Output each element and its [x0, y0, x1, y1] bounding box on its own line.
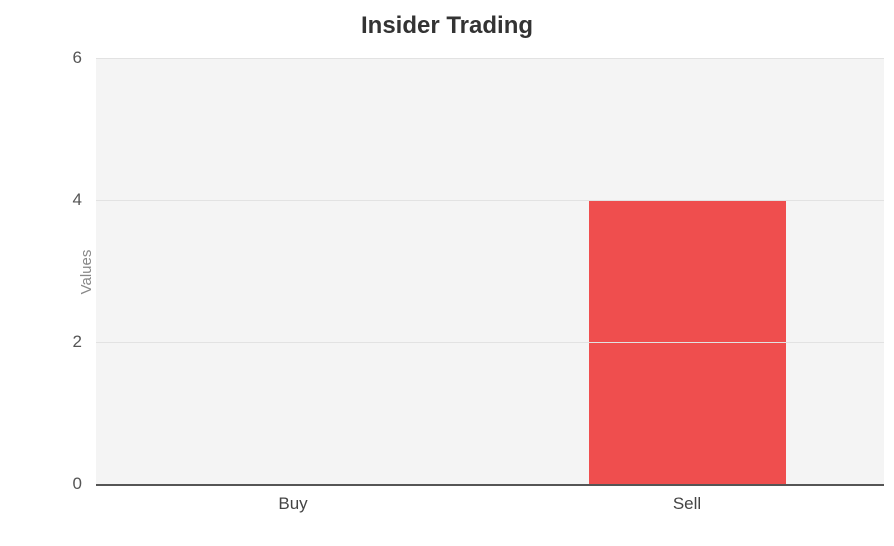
y-tick-label: 0	[54, 474, 82, 494]
x-tick-label-buy: Buy	[278, 494, 307, 514]
plot-wrapper: Values 0246 BuySell	[56, 58, 884, 486]
x-axis-labels: Buy Sell	[96, 494, 884, 524]
y-tick-label: 4	[54, 190, 82, 210]
x-tick-label-sell: Sell	[673, 494, 701, 514]
chart-title: Insider Trading	[0, 0, 894, 50]
y-tick-label: 2	[54, 332, 82, 352]
y-axis-label: Values	[78, 250, 95, 295]
gridline	[96, 342, 884, 343]
chart-container: Insider Trading Values 0246 BuySell	[0, 0, 894, 546]
gridline	[96, 58, 884, 59]
plot-area: 0246	[96, 58, 884, 486]
bars-layer	[96, 58, 884, 484]
y-tick-label: 6	[54, 48, 82, 68]
gridline	[96, 200, 884, 201]
